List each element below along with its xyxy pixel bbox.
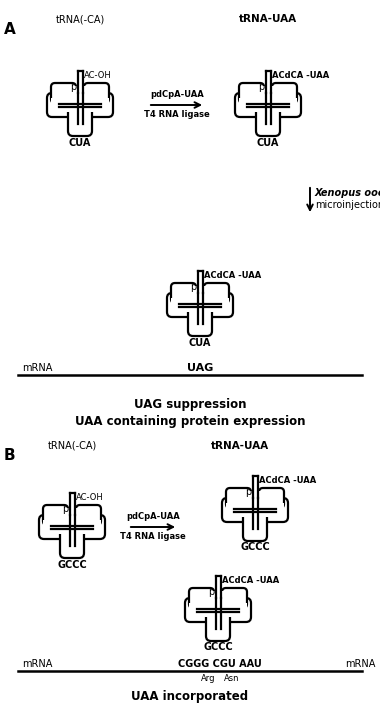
Text: AC-OH: AC-OH bbox=[84, 71, 112, 80]
FancyBboxPatch shape bbox=[258, 498, 288, 522]
Text: mRNA: mRNA bbox=[22, 363, 52, 373]
FancyBboxPatch shape bbox=[188, 306, 212, 336]
Bar bbox=[51, 98, 109, 112]
Bar bbox=[189, 603, 247, 617]
Text: CUA: CUA bbox=[189, 337, 211, 347]
FancyBboxPatch shape bbox=[60, 528, 84, 558]
FancyBboxPatch shape bbox=[189, 588, 214, 608]
FancyBboxPatch shape bbox=[206, 611, 230, 641]
Text: UAG: UAG bbox=[187, 363, 213, 373]
Bar bbox=[239, 98, 297, 112]
Text: tRNA-UAA: tRNA-UAA bbox=[239, 14, 297, 24]
FancyBboxPatch shape bbox=[39, 515, 69, 539]
Text: Xenopus oocytes: Xenopus oocytes bbox=[315, 188, 380, 198]
FancyBboxPatch shape bbox=[167, 293, 197, 317]
FancyBboxPatch shape bbox=[51, 83, 76, 103]
Text: pdCpA-UAA: pdCpA-UAA bbox=[126, 512, 180, 521]
Bar bbox=[209, 591, 227, 637]
Bar bbox=[171, 298, 229, 312]
Text: tRNA(-CA): tRNA(-CA) bbox=[48, 441, 97, 451]
Text: p: p bbox=[70, 82, 76, 92]
FancyBboxPatch shape bbox=[76, 505, 101, 525]
Text: p: p bbox=[258, 82, 264, 92]
FancyBboxPatch shape bbox=[75, 515, 105, 539]
Text: p: p bbox=[62, 504, 68, 515]
FancyBboxPatch shape bbox=[235, 93, 265, 117]
Bar bbox=[259, 86, 277, 132]
Text: UAA incorporated
into full-length protein: UAA incorporated into full-length protei… bbox=[114, 690, 266, 703]
FancyBboxPatch shape bbox=[222, 588, 247, 608]
Bar bbox=[71, 86, 89, 132]
Text: tRNA(-CA): tRNA(-CA) bbox=[55, 14, 104, 24]
FancyBboxPatch shape bbox=[204, 283, 229, 303]
FancyBboxPatch shape bbox=[43, 505, 68, 525]
Text: A: A bbox=[4, 22, 16, 37]
FancyBboxPatch shape bbox=[243, 511, 267, 541]
Bar bbox=[226, 503, 284, 517]
FancyBboxPatch shape bbox=[171, 283, 196, 303]
Text: ACdCA -UAA: ACdCA -UAA bbox=[204, 271, 261, 280]
FancyBboxPatch shape bbox=[83, 93, 113, 117]
Text: T4 RNA ligase: T4 RNA ligase bbox=[120, 532, 186, 541]
Text: p: p bbox=[245, 487, 251, 498]
Text: p: p bbox=[208, 588, 214, 598]
Text: GCCC: GCCC bbox=[240, 543, 270, 553]
FancyBboxPatch shape bbox=[271, 93, 301, 117]
Text: p: p bbox=[190, 283, 196, 292]
FancyBboxPatch shape bbox=[272, 83, 297, 103]
Bar bbox=[63, 508, 81, 554]
Text: UAG suppression
UAA containing protein expression: UAG suppression UAA containing protein e… bbox=[75, 398, 305, 428]
Text: GCCC: GCCC bbox=[57, 560, 87, 569]
Text: Asn: Asn bbox=[224, 674, 240, 683]
Text: T4 RNA ligase: T4 RNA ligase bbox=[144, 110, 210, 119]
FancyBboxPatch shape bbox=[84, 83, 109, 103]
Text: Arg: Arg bbox=[201, 674, 215, 683]
Text: CUA: CUA bbox=[69, 138, 91, 148]
Text: CGGG CGU AAU: CGGG CGU AAU bbox=[178, 659, 262, 669]
Text: microinjection: microinjection bbox=[315, 200, 380, 210]
FancyBboxPatch shape bbox=[259, 488, 284, 508]
Text: ACdCA -UAA: ACdCA -UAA bbox=[222, 576, 279, 585]
Text: pdCpA-UAA: pdCpA-UAA bbox=[150, 90, 204, 99]
FancyBboxPatch shape bbox=[68, 106, 92, 136]
Bar bbox=[43, 520, 101, 534]
FancyBboxPatch shape bbox=[221, 598, 251, 622]
Text: ACdCA -UAA: ACdCA -UAA bbox=[259, 476, 316, 485]
FancyBboxPatch shape bbox=[239, 83, 264, 103]
Text: B: B bbox=[4, 448, 16, 463]
Text: mRNA: mRNA bbox=[345, 659, 375, 669]
FancyBboxPatch shape bbox=[222, 498, 252, 522]
Text: AC-OH: AC-OH bbox=[76, 493, 104, 502]
Bar bbox=[246, 491, 264, 537]
FancyBboxPatch shape bbox=[47, 93, 77, 117]
Text: mRNA: mRNA bbox=[22, 659, 52, 669]
FancyBboxPatch shape bbox=[256, 106, 280, 136]
Text: tRNA-UAA: tRNA-UAA bbox=[211, 441, 269, 451]
Text: CUA: CUA bbox=[257, 138, 279, 148]
Text: GCCC: GCCC bbox=[203, 643, 233, 652]
FancyBboxPatch shape bbox=[185, 598, 215, 622]
Bar bbox=[191, 286, 209, 332]
FancyBboxPatch shape bbox=[226, 488, 251, 508]
FancyBboxPatch shape bbox=[203, 293, 233, 317]
Text: ACdCA -UAA: ACdCA -UAA bbox=[272, 71, 329, 80]
